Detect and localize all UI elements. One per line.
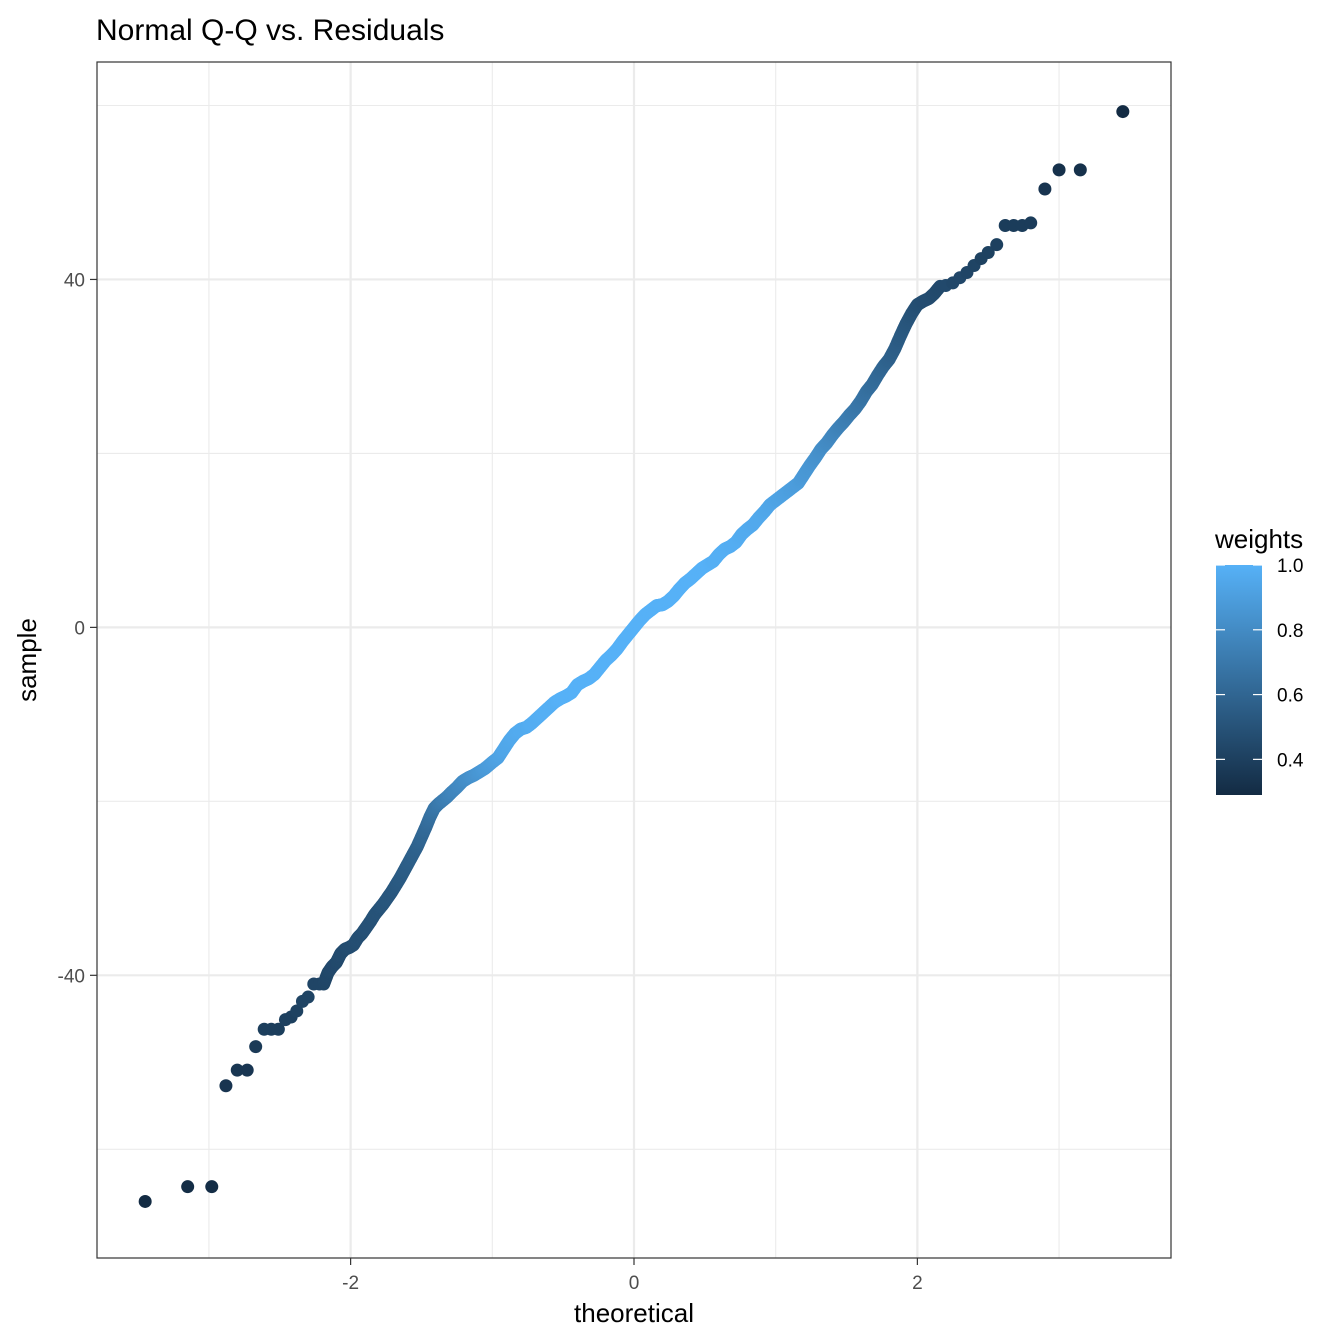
data-point bbox=[290, 1004, 304, 1018]
legend-colorbar bbox=[1216, 565, 1262, 795]
legend-tick-label: 0.8 bbox=[1277, 621, 1303, 642]
major-gridlines bbox=[97, 62, 1171, 1258]
legend-title: weights bbox=[1214, 524, 1303, 554]
y-axis: -40 0 40 bbox=[58, 270, 97, 987]
data-points bbox=[138, 105, 1130, 1208]
data-point bbox=[249, 1040, 263, 1054]
data-point bbox=[138, 1194, 152, 1208]
plot-panel bbox=[96, 61, 1172, 1259]
x-axis-title: theoretical bbox=[574, 1298, 694, 1328]
data-point bbox=[219, 1079, 233, 1093]
data-point bbox=[271, 1022, 285, 1036]
y-tick-label: 0 bbox=[74, 618, 85, 639]
legend-tick-label: 0.6 bbox=[1277, 686, 1303, 707]
color-legend: weights 0.4 0.6 0.8 1.0 bbox=[1214, 524, 1304, 795]
legend-tick-label: 0.4 bbox=[1277, 750, 1304, 771]
data-point bbox=[230, 1063, 244, 1077]
data-point bbox=[1038, 182, 1052, 196]
y-tick-label: 40 bbox=[64, 270, 85, 291]
x-tick-label: -2 bbox=[342, 1273, 359, 1294]
data-point bbox=[990, 238, 1004, 252]
y-tick-label: -40 bbox=[58, 966, 85, 987]
legend-tick-label: 1.0 bbox=[1277, 556, 1303, 577]
chart-title: Normal Q-Q vs. Residuals bbox=[96, 14, 444, 47]
legend-ticks: 0.4 0.6 0.8 1.0 bbox=[1216, 556, 1304, 771]
data-point bbox=[1052, 163, 1066, 177]
x-tick-label: 2 bbox=[912, 1273, 923, 1294]
data-point bbox=[181, 1180, 195, 1194]
y-axis-title: sample bbox=[12, 618, 42, 702]
x-axis: -2 0 2 bbox=[342, 1258, 923, 1294]
data-point bbox=[240, 1063, 254, 1077]
data-point bbox=[1116, 105, 1130, 119]
data-point bbox=[205, 1180, 219, 1194]
data-point bbox=[1024, 216, 1038, 230]
data-point bbox=[981, 245, 995, 259]
x-tick-label: 0 bbox=[629, 1273, 640, 1294]
data-point bbox=[1073, 163, 1087, 177]
data-point bbox=[301, 990, 315, 1004]
